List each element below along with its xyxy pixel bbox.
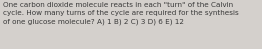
Text: One carbon dioxide molecule reacts in each "turn" of the Calvin
cycle. How many : One carbon dioxide molecule reacts in ea… <box>3 2 239 25</box>
